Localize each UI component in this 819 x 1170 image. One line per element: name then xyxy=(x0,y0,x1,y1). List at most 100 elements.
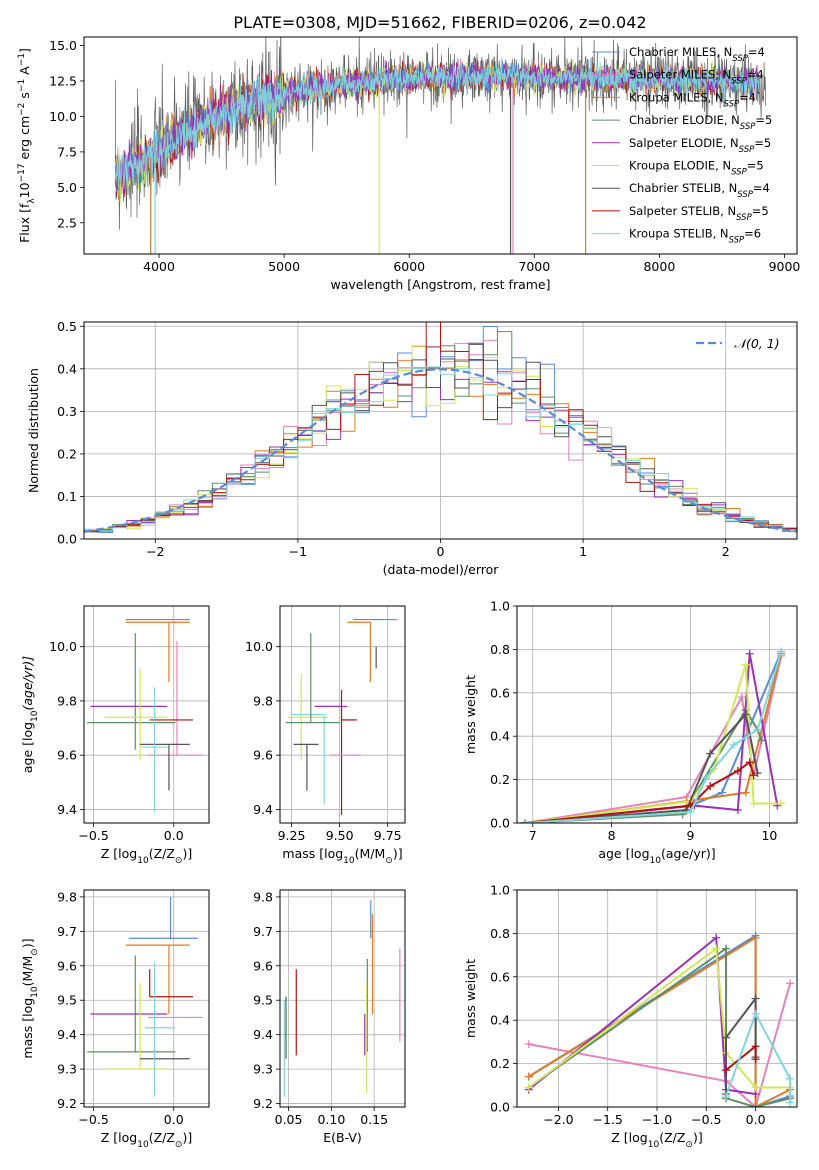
mass-weight-marker xyxy=(729,740,738,749)
mass-weight-marker xyxy=(751,933,760,942)
mass-weight-marker xyxy=(745,758,754,767)
x-axis-label-part: ⊙ xyxy=(175,856,183,866)
x-tick-label: 8 xyxy=(608,828,616,843)
legend-entry-count: =5 xyxy=(754,136,771,150)
legend-entry-name: Salpeter MILES, N xyxy=(629,68,731,82)
x-tick-label: 0.0 xyxy=(164,1112,184,1127)
x-axis-label: E(B-V) xyxy=(323,1130,362,1145)
mass-weight-marker xyxy=(722,1066,731,1075)
plot-area xyxy=(283,900,401,1097)
x-tick-label: 9000 xyxy=(769,259,801,274)
y-tick-label: 9.2 xyxy=(253,1096,273,1111)
x-tick-label: 0 xyxy=(437,544,445,559)
x-axis-label: Z [log10(Z/Z⊙)] xyxy=(611,1130,702,1150)
legend-entry-count: =4 xyxy=(748,45,765,59)
y-tick-label: 0.1 xyxy=(57,489,77,504)
y-tick-label: 1.0 xyxy=(490,599,510,614)
plot-area xyxy=(524,931,795,1107)
mass-weight-line xyxy=(524,664,782,823)
legend-entry-name: Salpeter STELIB, N xyxy=(629,204,736,218)
y-tick-label: 0.3 xyxy=(57,404,77,419)
legend-entry: 𝒩(0, 1) xyxy=(734,336,780,351)
legend-entry-sub: SSP xyxy=(736,213,752,223)
y-tick-label: 9.6 xyxy=(57,958,77,973)
x-tick-label: 9.50 xyxy=(326,828,354,843)
plot-area xyxy=(520,647,786,823)
x-tick-label: 0.0 xyxy=(746,1112,766,1127)
x-tick-label: 5000 xyxy=(268,259,300,274)
mass-vs-metallicity-panel: −0.5 0.09.29.39.49.59.69.79.8Z [log10(Z/Z… xyxy=(20,889,210,1150)
y-axis-label: mass [log10(M/M⊙)] xyxy=(20,938,40,1058)
x-tick-label: −1 xyxy=(289,544,307,559)
x-tick-label: 1 xyxy=(579,544,587,559)
mass-weight-marker xyxy=(722,944,731,953)
legend-entry: Salpeter STELIB, NSSP=5 xyxy=(629,204,769,223)
legend-entry-sub: SSP xyxy=(731,168,747,178)
y-tick-label: 0.2 xyxy=(57,446,77,461)
x-tick-label: 10 xyxy=(761,828,777,843)
legend-entry-name: Salpeter ELODIE, N xyxy=(629,136,739,150)
mass-weight-marker xyxy=(757,736,766,745)
x-axis-label-part: (Z/Z xyxy=(659,1130,685,1145)
mass-weight-marker xyxy=(751,1009,760,1018)
x-tick-label: 0.15 xyxy=(360,1112,388,1127)
mass-weight-marker xyxy=(702,773,711,782)
y-tick-label: 0.6 xyxy=(490,969,510,984)
x-axis-label-part: (M/M xyxy=(355,846,386,861)
y-axis-label-part: −17 xyxy=(17,163,27,182)
x-axis-label: Z [log10(Z/Z⊙)] xyxy=(101,846,192,866)
x-axis-label: wavelength [Angstrom, rest frame] xyxy=(330,277,550,292)
y-tick-label: 0.2 xyxy=(490,772,510,787)
legend-entry-count: =4 xyxy=(747,68,764,82)
y-tick-label: 0.0 xyxy=(57,532,77,547)
x-axis-label-part: )] xyxy=(182,1130,192,1145)
y-tick-label: 9.8 xyxy=(57,889,77,904)
mass-weight-marker xyxy=(524,1072,533,1081)
x-tick-label: 9.25 xyxy=(278,828,306,843)
legend-entry: Kroupa ELODIE, NSSP=5 xyxy=(629,159,764,178)
plot-area xyxy=(114,37,766,254)
y-tick-label: 7.5 xyxy=(57,144,77,159)
legend-entry-count: =5 xyxy=(752,204,769,218)
x-axis-label-part: )] xyxy=(182,846,192,861)
x-tick-label: −2 xyxy=(146,544,164,559)
legend-entry-name: Chabrier ELODIE, N xyxy=(629,113,740,127)
legend-entry: Kroupa STELIB, NSSP=6 xyxy=(629,227,761,246)
mass-weight-line xyxy=(524,760,755,823)
mass-weight-marker xyxy=(777,799,786,808)
y-tick-label: 9.5 xyxy=(57,993,77,1008)
legend-entry-count: =5 xyxy=(755,113,772,127)
y-axis-label-part: −1 xyxy=(17,79,27,92)
y-axis-label: Flux [fλ10−17 erg cm−2 s−1 A−1] xyxy=(17,48,37,243)
x-tick-label: 4000 xyxy=(143,259,175,274)
mass-weight-marker xyxy=(712,944,721,953)
histogram-step xyxy=(84,366,797,531)
y-tick-label: 9.4 xyxy=(57,802,77,817)
legend-entry: Salpeter ELODIE, NSSP=5 xyxy=(629,136,771,155)
legend-entry-count: =4 xyxy=(753,181,770,195)
y-tick-label: 2.5 xyxy=(57,215,77,230)
y-tick-label: 0.0 xyxy=(490,1100,510,1115)
y-axis-label-part: ⊙ xyxy=(30,948,40,956)
y-axis-label: mass weight xyxy=(463,675,478,754)
y-tick-label: 0.4 xyxy=(57,361,77,376)
x-tick-label: 0.05 xyxy=(275,1112,303,1127)
y-axis-label-part: mass [log xyxy=(20,998,35,1059)
mass-weight-marker xyxy=(786,979,795,988)
y-tick-label: 9.8 xyxy=(253,889,273,904)
legend-entry-sub: SSP xyxy=(739,145,755,155)
legend-entry: Kroupa MILES, NSSP=4 xyxy=(629,90,756,109)
legend-entry-name: Chabrier STELIB, N xyxy=(629,181,737,195)
axes-frame xyxy=(83,889,210,1108)
x-tick-label: −0.5 xyxy=(78,1112,108,1127)
axes-frame xyxy=(279,605,406,824)
y-tick-label: 9.7 xyxy=(253,924,273,939)
legend-entry-sub: SSP xyxy=(737,190,753,200)
figure-title: PLATE=0308, MJD=51662, FIBERID=0206, z=0… xyxy=(233,13,646,32)
x-axis-label-part: mass [log xyxy=(282,846,343,861)
mass-weight-marker xyxy=(749,771,758,780)
y-axis-label-part: 10 xyxy=(30,710,40,722)
y-tick-label: 12.5 xyxy=(49,73,77,88)
mass-weight-marker xyxy=(524,1083,533,1092)
